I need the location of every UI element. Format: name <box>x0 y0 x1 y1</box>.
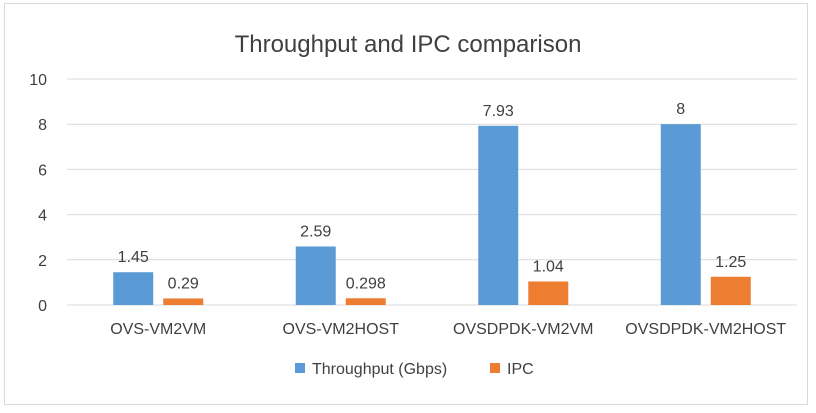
x-tick-label: OVS-VM2VM <box>110 321 206 338</box>
x-tick-label: OVSDPDK-VM2HOST <box>625 321 786 338</box>
legend-swatch <box>295 363 305 373</box>
bar-throughput <box>660 124 701 305</box>
legend-label: Throughput (Gbps) <box>312 361 447 378</box>
x-axis-ticks: OVS-VM2VM OVS-VM2HOST OVSDPDK-VM2VM OVSDPDK… <box>110 321 786 338</box>
y-tick-label: 10 <box>29 72 47 89</box>
data-label: 0.298 <box>346 275 386 292</box>
y-tick-label: 6 <box>38 162 47 179</box>
data-label: 8 <box>676 101 685 118</box>
bar-ipc <box>710 276 751 305</box>
bar-ipc <box>528 281 569 305</box>
x-tick-label: OVSDPDK-VM2VM <box>453 321 593 338</box>
y-tick-label: 4 <box>38 208 47 225</box>
data-labels: 1.45 0.29 2.59 0.298 7.93 1.04 8 1.25 <box>118 101 747 292</box>
bar-ipc <box>163 298 204 305</box>
bar-ipc <box>345 298 386 305</box>
y-tick-label: 8 <box>38 117 47 134</box>
chart-title: Throughput and IPC comparison <box>235 31 582 58</box>
data-label: 2.59 <box>300 223 331 240</box>
y-axis-ticks: 0 2 4 6 8 10 <box>29 72 47 315</box>
y-tick-label: 2 <box>38 253 47 270</box>
data-label: 1.45 <box>118 249 149 266</box>
legend-label: IPC <box>507 361 534 378</box>
data-label: 0.29 <box>168 275 199 292</box>
bar-throughput <box>478 125 519 305</box>
data-label: 1.25 <box>715 254 746 271</box>
x-tick-label: OVS-VM2HOST <box>283 321 400 338</box>
bar-throughput <box>113 272 154 305</box>
data-label: 1.04 <box>533 258 564 275</box>
legend-swatch <box>490 363 500 373</box>
bars <box>113 124 751 305</box>
data-label: 7.93 <box>483 103 514 120</box>
legend: Throughput (Gbps) IPC <box>295 361 534 378</box>
bar-throughput <box>295 246 336 305</box>
y-tick-label: 0 <box>38 298 47 315</box>
